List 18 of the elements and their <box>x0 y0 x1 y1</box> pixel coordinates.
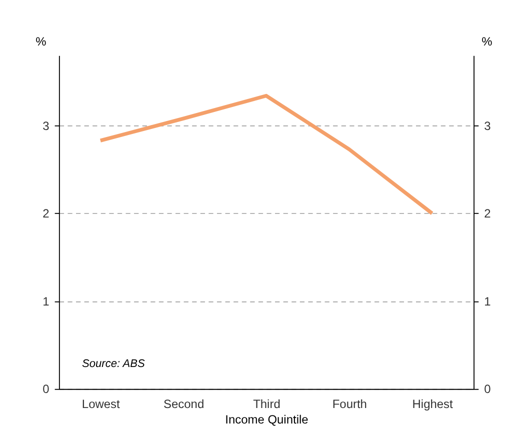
y-axis-title: % <box>36 34 47 49</box>
line-series <box>98 94 434 216</box>
y2-tick-label: 3 <box>484 118 492 133</box>
annotation: Source: ABS <box>82 358 146 370</box>
y2-tick-label: 2 <box>484 206 492 221</box>
y-tick-label: 0 <box>42 382 50 396</box>
x-tick-label: Fourth <box>332 396 367 411</box>
y2-tick-label: 0 <box>484 382 492 396</box>
x-tick-label: Third <box>253 396 280 411</box>
x-tick-label: Lowest <box>82 396 121 411</box>
x-axis-title: Income Quintile <box>225 412 309 426</box>
x-tick-label: Second <box>164 396 204 411</box>
y2-tick-label: 1 <box>484 294 492 308</box>
y-tick-label: 3 <box>42 118 50 133</box>
y-tick-label: 1 <box>42 294 50 308</box>
x-tick-label: Highest <box>412 396 454 411</box>
y2-axis-title: % <box>482 34 493 49</box>
y-tick-label: 2 <box>42 206 50 221</box>
